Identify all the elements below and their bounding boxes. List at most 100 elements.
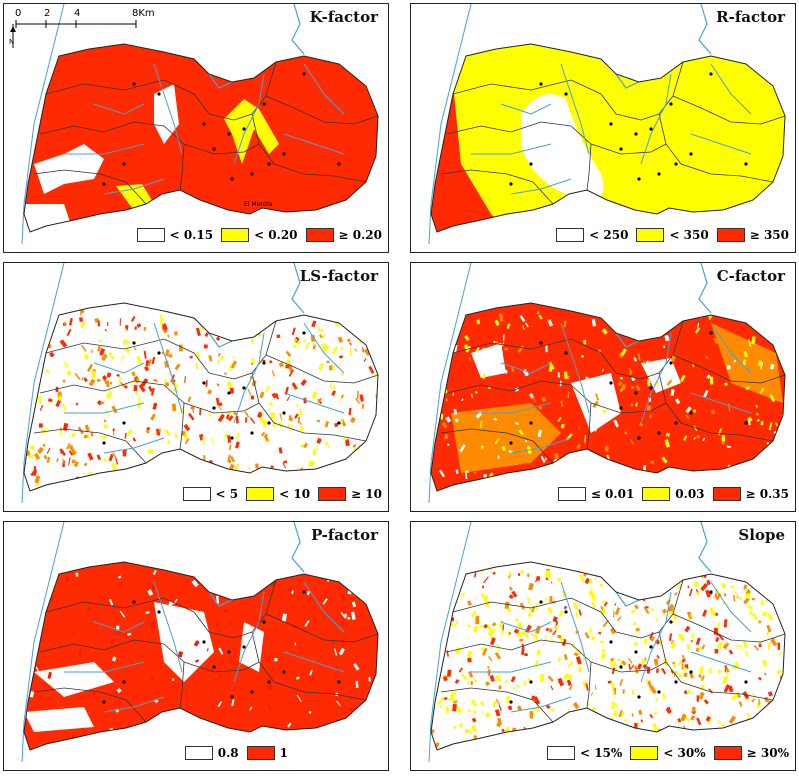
- raster-cell: [164, 428, 171, 437]
- raster-cell: [235, 441, 240, 449]
- raster-cell: [576, 443, 582, 450]
- raster-cell: [368, 677, 371, 682]
- raster-cell: [316, 419, 321, 423]
- raster-cell: [374, 343, 378, 347]
- sub-basin-boundary: [163, 125, 185, 191]
- raster-cell: [453, 620, 459, 628]
- raster-cell: [247, 309, 253, 315]
- station-point: [564, 92, 568, 96]
- legend-item: 1: [246, 746, 288, 760]
- raster-cell: [649, 459, 655, 465]
- raster-cell: [135, 392, 138, 396]
- raster-cell: [527, 677, 531, 682]
- raster-cell: [487, 656, 493, 662]
- raster-cell: [643, 606, 650, 615]
- station-point: [674, 162, 678, 166]
- raster-cell: [715, 612, 719, 616]
- raster-cell: [709, 607, 714, 616]
- raster-cell: [606, 454, 611, 461]
- raster-cell: [450, 689, 454, 696]
- raster-cell: [677, 633, 685, 642]
- raster-cell: [737, 734, 743, 742]
- raster-cell: [532, 476, 537, 482]
- raster-cell: [659, 580, 664, 585]
- river: [103, 437, 165, 454]
- legend-swatch-yellow: [642, 487, 671, 501]
- river: [283, 133, 345, 155]
- raster-cell: [693, 436, 697, 441]
- raster-cell: [27, 321, 31, 325]
- raster-cell: [466, 650, 473, 658]
- raster-cell: [550, 685, 554, 691]
- station-point: [619, 406, 623, 410]
- station-point: [649, 127, 653, 131]
- station-point: [157, 92, 161, 96]
- raster-cell: [561, 638, 567, 647]
- raster-cell: [68, 457, 71, 465]
- station-point: [539, 341, 543, 345]
- raster-cell: [776, 594, 782, 601]
- raster-cell: [242, 332, 246, 336]
- raster-cell: [117, 743, 120, 747]
- sub-basin-boundary: [452, 338, 617, 374]
- legend-label: < 5: [215, 487, 239, 501]
- raster-cell: [504, 601, 510, 610]
- raster-cell: [106, 372, 112, 378]
- raster-cell: [583, 339, 587, 345]
- raster-cell: [257, 472, 260, 477]
- raster-cell: [572, 602, 579, 611]
- raster-cell: [664, 334, 670, 342]
- raster-cell: [147, 385, 153, 393]
- raster-cell: [668, 633, 673, 642]
- raster-cell: [309, 596, 313, 601]
- raster-cell: [353, 663, 360, 671]
- raster-cell: [453, 749, 457, 750]
- raster-cell: [104, 328, 107, 332]
- raster-cell: [35, 666, 40, 673]
- raster-cell: [504, 347, 508, 351]
- raster-cell: [500, 342, 505, 349]
- raster-cell: [445, 398, 448, 402]
- raster-cell: [127, 480, 134, 489]
- raster-cell: [467, 709, 471, 713]
- raster-cell: [68, 317, 73, 326]
- raster-cell: [551, 737, 555, 741]
- river: [560, 581, 590, 673]
- river: [560, 63, 590, 155]
- raster-cell: [702, 437, 706, 442]
- raster-cell: [37, 446, 44, 455]
- raster-cell: [94, 476, 97, 483]
- raster-cell: [756, 579, 761, 585]
- raster-cell: [655, 616, 659, 623]
- raster-cell: [768, 422, 773, 431]
- raster-cell: [722, 471, 728, 479]
- river: [500, 103, 552, 115]
- raster-cell: [71, 459, 76, 464]
- legend-swatch-white: [557, 487, 586, 501]
- raster-cell: [767, 589, 772, 594]
- raster-cell: [34, 452, 41, 460]
- raster-cell: [431, 337, 435, 344]
- raster-cell: [263, 434, 269, 442]
- raster-cell: [621, 384, 626, 390]
- raster-cell: [213, 466, 218, 471]
- raster-cell: [584, 376, 589, 382]
- raster-cell: [483, 474, 487, 478]
- raster-cell: [347, 338, 351, 343]
- raster-cell: [682, 667, 688, 672]
- raster-cell: [563, 672, 570, 680]
- raster-cell: [697, 738, 702, 745]
- raster-cell: [284, 386, 289, 395]
- raster-cell: [165, 349, 170, 357]
- raster-cell: [491, 349, 496, 354]
- sub-basin-boundary: [590, 402, 667, 414]
- raster-cell: [544, 635, 547, 642]
- raster-cell: [150, 413, 156, 421]
- raster-cell: [533, 696, 541, 705]
- sub-basin-boundary: [658, 631, 774, 701]
- raster-cell: [775, 448, 779, 452]
- raster-cell: [111, 462, 117, 471]
- raster-cell: [623, 431, 628, 435]
- raster-cell: [288, 416, 294, 422]
- raster-cell: [532, 732, 538, 738]
